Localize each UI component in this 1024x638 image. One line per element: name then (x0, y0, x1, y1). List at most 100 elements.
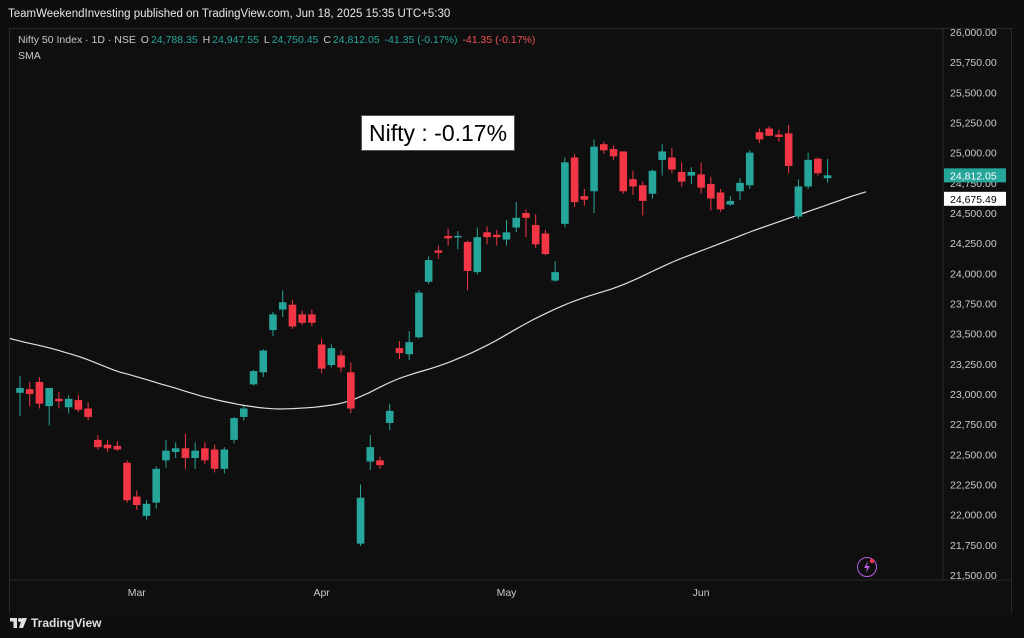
candle-body (561, 162, 569, 224)
candle-body (424, 260, 433, 282)
y-tick-label: 25,500.00 (950, 87, 997, 99)
high-label: H (202, 34, 211, 46)
y-tick-label: 23,500.00 (950, 329, 997, 341)
candle-body (16, 387, 24, 393)
change-value: -41.35 (-0.17%) (384, 34, 458, 46)
close-label: C (323, 34, 331, 46)
candle-body (755, 132, 764, 140)
close-value: 24,812.05 (332, 34, 380, 46)
candle-body (162, 450, 170, 461)
tradingview-logo-icon (10, 618, 27, 628)
candle-body (94, 439, 102, 448)
candle-body (492, 234, 501, 238)
sma-value-label: 24,675.49 (950, 194, 997, 206)
candle-body (356, 497, 365, 544)
candle-body (278, 302, 287, 310)
candle-body (804, 159, 812, 187)
candle-body (84, 408, 92, 417)
candle-body (210, 449, 219, 469)
candle-body (55, 398, 63, 402)
candle-body (697, 174, 705, 188)
candle-body (64, 398, 73, 408)
tradingview-logo[interactable]: TradingView (10, 616, 101, 630)
sma-line (9, 191, 867, 410)
y-tick-label: 22,250.00 (950, 480, 997, 492)
low-value: 24,750.45 (271, 34, 319, 46)
y-tick-label: 25,000.00 (950, 148, 997, 160)
candle-body (376, 460, 384, 466)
candle-body (230, 418, 238, 440)
y-tick-label: 24,500.00 (950, 208, 997, 220)
candle-body (619, 151, 628, 192)
y-tick-label: 23,000.00 (950, 389, 997, 401)
candle-body (551, 272, 559, 281)
candle-body (103, 444, 112, 449)
last-price-tag (944, 168, 1006, 183)
y-tick-label: 24,000.00 (950, 268, 997, 280)
candle-body (171, 448, 180, 452)
publisher-bar: TeamWeekendInvesting published on Tradin… (0, 0, 1024, 28)
y-tick-label: 26,000.00 (950, 27, 997, 39)
candle-body (687, 171, 696, 176)
symbol-name: Nifty 50 Index · 1D · NSE (18, 34, 136, 46)
candle-body (541, 233, 550, 255)
candle-body (600, 144, 608, 151)
candle-body (220, 449, 229, 469)
candle-body (395, 348, 404, 353)
candle-body (502, 232, 511, 240)
candle-body (707, 184, 715, 199)
candle-body (123, 462, 131, 501)
candle-body (531, 225, 540, 245)
open-value: 24,788.35 (150, 34, 198, 46)
candle-body (366, 447, 375, 462)
candle-body (385, 410, 394, 423)
candle-body (308, 314, 316, 323)
y-tick-label: 21,500.00 (950, 570, 997, 582)
y-tick-label: 23,750.00 (950, 299, 997, 311)
x-tick-label: Apr (313, 587, 330, 599)
candle-body (823, 175, 832, 179)
candle-body (483, 232, 491, 238)
candle-body (181, 448, 190, 458)
candle-body (25, 389, 34, 394)
tradingview-brand: TradingView (31, 616, 102, 630)
candle-body (609, 149, 618, 157)
candle-body (45, 387, 53, 407)
publisher-text: TeamWeekendInvesting published on Tradin… (8, 8, 451, 20)
lightning-icon[interactable] (857, 557, 877, 577)
y-tick-label: 23,250.00 (950, 359, 997, 371)
candle-body (463, 241, 472, 271)
candle-body (415, 292, 423, 338)
candle-body (269, 314, 277, 331)
y-tick-label: 22,500.00 (950, 449, 997, 461)
candle-body (113, 445, 122, 450)
candle-body (288, 304, 297, 327)
low-label: L (263, 34, 270, 46)
candle-body (570, 157, 579, 203)
candle-body (814, 158, 822, 174)
candle-body (522, 213, 530, 218)
footer-bar (0, 613, 1024, 638)
candle-body (142, 503, 151, 516)
candle-body (327, 348, 336, 366)
sma-indicator-label[interactable]: SMA (18, 50, 41, 62)
candle-body (337, 355, 345, 368)
x-tick-label: Jun (693, 587, 710, 599)
candle-body (677, 171, 686, 182)
y-tick-label: 25,250.00 (950, 118, 997, 130)
y-tick-label: 21,750.00 (950, 540, 997, 552)
change-value-secondary: -41.35 (-0.17%) (462, 34, 536, 46)
x-tick-label: May (497, 587, 518, 599)
x-tick-label: Mar (128, 587, 147, 599)
candle-body (405, 342, 413, 355)
candle-body (668, 157, 676, 170)
candle-body (745, 152, 754, 186)
candle-body (648, 170, 657, 194)
last-price-label: 24,812.05 (950, 170, 997, 182)
candle-body (347, 372, 355, 409)
candle-body (201, 448, 209, 461)
candle-body (454, 235, 462, 238)
candle-body (638, 185, 647, 201)
candle-body (298, 314, 306, 323)
